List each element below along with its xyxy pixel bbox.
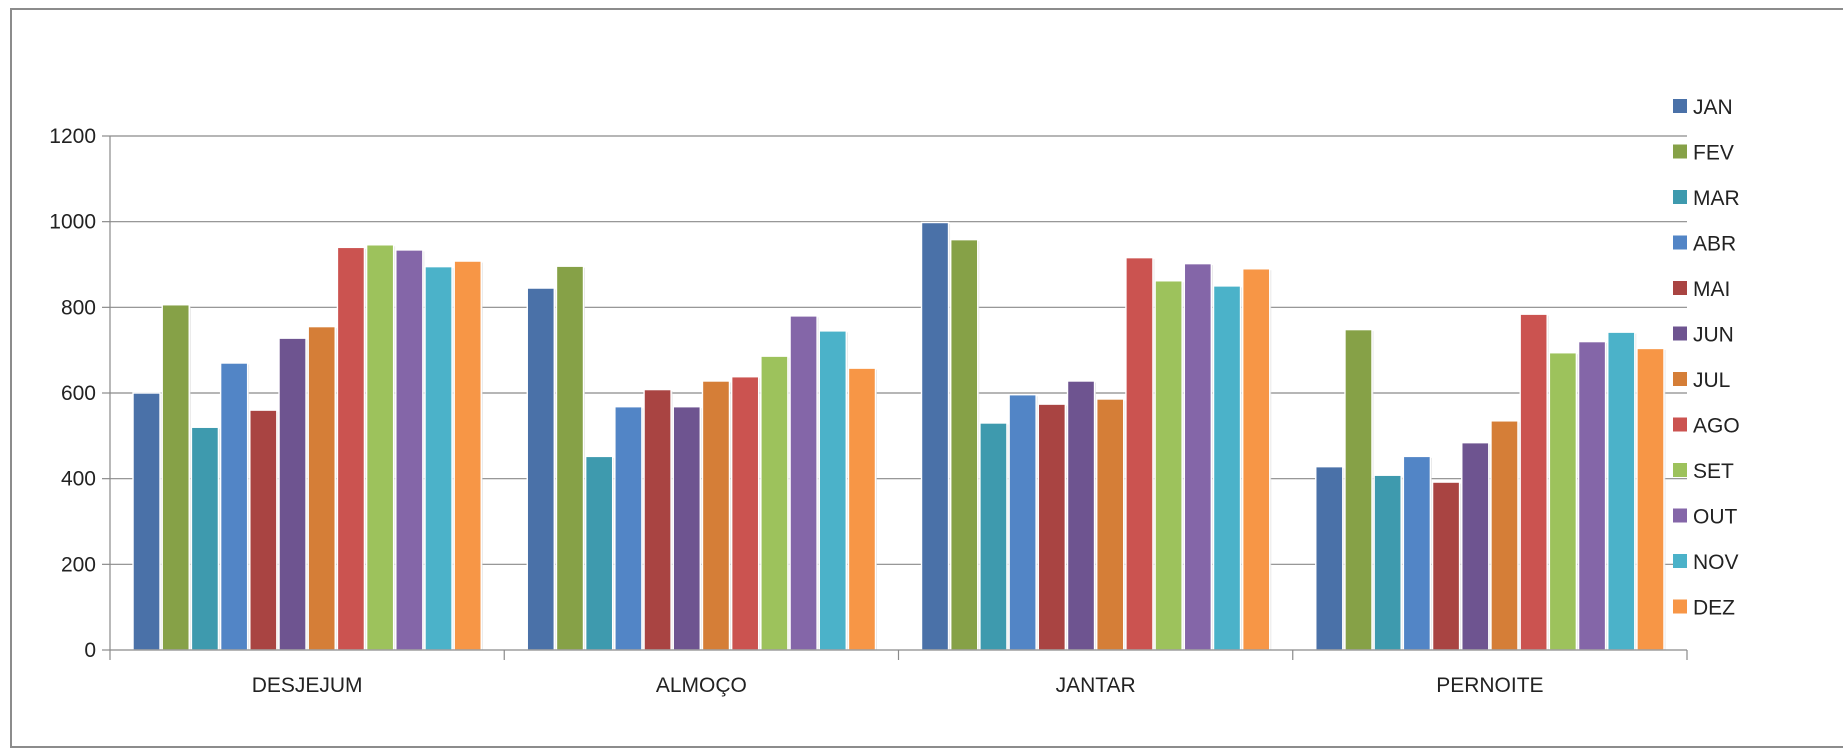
- bar-mar-2: [979, 422, 1008, 651]
- legend-swatch-set: [1673, 463, 1687, 477]
- bar-set-1: [760, 355, 789, 651]
- bar-jun-2: [1066, 380, 1096, 651]
- legend-swatch-abr: [1673, 235, 1687, 250]
- bar-fev-1: [555, 265, 585, 651]
- bar-out-1: [789, 315, 818, 651]
- y-tick-label: 800: [61, 296, 96, 319]
- bar-jun-1: [672, 406, 701, 651]
- bar-nov-0: [424, 265, 453, 651]
- bar-nov-1: [818, 330, 847, 651]
- bar-nov-2: [1212, 285, 1242, 651]
- y-tick-label: 1200: [49, 125, 96, 148]
- bar-fev-0: [161, 304, 190, 651]
- y-tick-label: 200: [61, 553, 96, 576]
- legend-swatch-jun: [1673, 326, 1687, 341]
- bar-dez-1: [847, 367, 877, 651]
- bar-jul-0: [307, 325, 336, 651]
- bar-jun-3: [1461, 441, 1490, 651]
- y-tick-label: 1000: [49, 211, 96, 234]
- bar-dez-2: [1242, 268, 1271, 651]
- bars: [132, 221, 1666, 651]
- legend-swatch-nov: [1673, 554, 1687, 568]
- legend-label-jul: JUL: [1693, 369, 1730, 392]
- y-tick-label: 400: [61, 468, 96, 491]
- legend-swatch-out: [1673, 508, 1687, 523]
- legend-label-out: OUT: [1693, 506, 1738, 529]
- legend-label-set: SET: [1693, 460, 1734, 483]
- bar-mar-1: [584, 455, 614, 651]
- bar-jan-3: [1315, 465, 1344, 651]
- bar-jan-2: [920, 221, 950, 651]
- legend-swatch-jan: [1673, 99, 1687, 113]
- bar-jun-0: [278, 337, 307, 651]
- bar-ago-3: [1519, 313, 1548, 651]
- chart-frame: 0 200 400 600 800 1000 1200 DESJEJUM ALMOÇO JANTA…: [10, 8, 1843, 748]
- bar-nov-3: [1607, 331, 1636, 651]
- bar-jul-1: [701, 380, 731, 651]
- bar-mai-3: [1431, 481, 1461, 651]
- legend-label-dez: DEZ: [1693, 597, 1735, 620]
- x-category-label: DESJEJUM: [252, 674, 363, 697]
- bar-set-2: [1154, 280, 1183, 651]
- bar-set-3: [1548, 352, 1578, 651]
- bar-set-0: [365, 244, 395, 651]
- bar-mar-3: [1373, 474, 1402, 651]
- legend-swatch-mar: [1673, 190, 1687, 204]
- legend-swatch-fev: [1673, 144, 1687, 159]
- legend-label-jun: JUN: [1693, 324, 1734, 347]
- bar-out-3: [1577, 340, 1607, 651]
- bar-jan-0: [132, 392, 161, 651]
- bar-ago-2: [1125, 256, 1154, 651]
- x-category-label: PERNOITE: [1436, 674, 1543, 697]
- bar-out-2: [1183, 262, 1213, 651]
- bar-abr-2: [1008, 394, 1037, 651]
- bar-jan-1: [526, 287, 555, 651]
- y-tick-label: 600: [61, 382, 96, 405]
- bar-out-0: [395, 249, 424, 651]
- legend-swatch-jul: [1673, 372, 1687, 386]
- legend-label-fev: FEV: [1693, 142, 1734, 165]
- x-category-label: JANTAR: [1056, 674, 1136, 697]
- legend-swatch-mai: [1673, 281, 1687, 295]
- legend-label-ago: AGO: [1693, 415, 1740, 438]
- bar-abr-0: [219, 362, 249, 651]
- bar-mar-0: [190, 426, 220, 651]
- legend-label-mar: MAR: [1693, 187, 1740, 210]
- bar-dez-0: [453, 260, 482, 651]
- legend-swatch-dez: [1673, 599, 1687, 614]
- bar-mai-2: [1037, 403, 1067, 651]
- bar-jul-2: [1096, 398, 1125, 651]
- bar-abr-1: [614, 406, 643, 651]
- y-tick-label: 0: [84, 639, 96, 662]
- bar-dez-3: [1636, 347, 1665, 651]
- legend-swatch-ago: [1673, 417, 1687, 432]
- bar-ago-1: [730, 376, 760, 651]
- bar-chart: 0 200 400 600 800 1000 1200 DESJEJUM ALMOÇO JANTA…: [49, 96, 1740, 697]
- bar-fev-3: [1344, 328, 1373, 651]
- bar-abr-3: [1402, 455, 1432, 651]
- bar-mai-0: [249, 409, 278, 651]
- legend-label-mai: MAI: [1693, 278, 1730, 301]
- x-category-label: ALMOÇO: [656, 674, 747, 697]
- legend: JAN FEV MAR ABR MAI JUN JUL AGO SET OUT NOV DEZ: [1673, 96, 1740, 620]
- bar-fev-2: [950, 238, 979, 651]
- bar-ago-0: [336, 246, 366, 651]
- axes: 0 200 400 600 800 1000 1200 DESJEJUM ALMOÇO JANTA…: [49, 125, 1688, 697]
- bar-jul-3: [1490, 420, 1519, 651]
- legend-label-nov: NOV: [1693, 551, 1739, 574]
- legend-label-abr: ABR: [1693, 233, 1736, 256]
- legend-label-jan: JAN: [1693, 96, 1733, 119]
- bar-mai-1: [643, 388, 672, 651]
